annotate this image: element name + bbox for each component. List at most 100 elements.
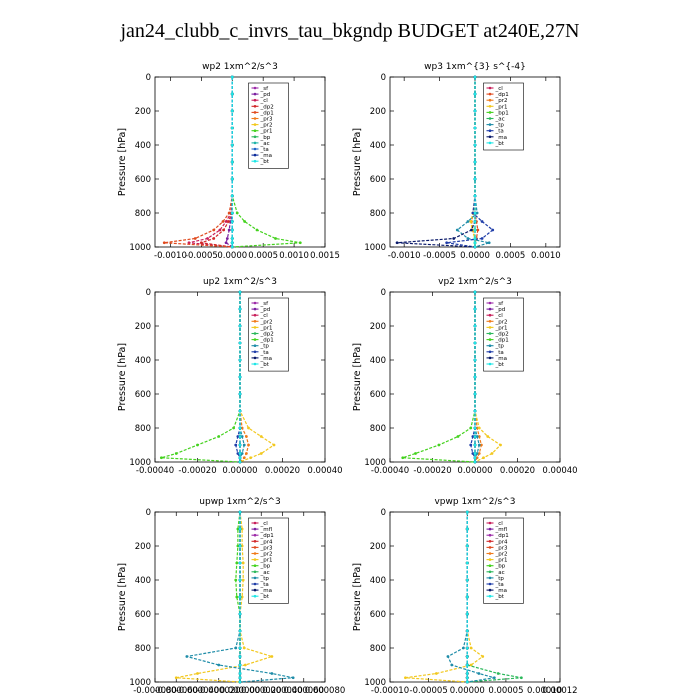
chart-vpwp: vpwp 1xm^2/s^3 0 200 400 600 800 1000-0.00010-… xyxy=(352,497,578,696)
legend-label: _cl xyxy=(260,313,269,319)
legend-marker xyxy=(488,564,492,567)
data-point xyxy=(492,676,496,680)
legend-marker xyxy=(488,141,492,145)
data-point xyxy=(174,676,178,680)
legend-label: _pr2 xyxy=(495,98,508,104)
x-tick-label: 0.000060 xyxy=(283,686,324,696)
y-axis-label: Pressure [hPa] xyxy=(352,128,363,196)
y-tick-label: 600 xyxy=(370,390,386,400)
data-point xyxy=(187,241,191,245)
data-point xyxy=(238,375,242,379)
series-group xyxy=(159,290,276,464)
data-point xyxy=(230,126,234,130)
series-group xyxy=(401,290,502,464)
x-tick-label: -0.0010 xyxy=(388,251,421,261)
legend-label: _pr1 xyxy=(260,325,273,331)
legend-marker xyxy=(253,338,257,341)
legend-label: _ma xyxy=(260,588,272,594)
data-point xyxy=(238,578,242,582)
data-point xyxy=(465,655,469,658)
legend-label: _ta xyxy=(260,350,269,356)
data-point xyxy=(212,237,216,240)
data-point xyxy=(475,456,479,460)
data-point xyxy=(465,612,469,616)
data-point xyxy=(466,237,470,240)
data-point xyxy=(475,435,479,438)
y-axis-label: Pressure [hPa] xyxy=(117,128,128,196)
legend-marker xyxy=(488,344,492,347)
chart-title: wp3 1xm^{3} s^{-4} xyxy=(424,62,526,72)
data-point xyxy=(477,672,481,675)
legend-label: _bp xyxy=(260,135,271,141)
data-point xyxy=(230,143,234,147)
data-point xyxy=(473,409,477,413)
x-tick-label: 0.00005 xyxy=(488,686,523,696)
x-tick-label: -0.000080 xyxy=(133,686,177,696)
legend-marker xyxy=(253,350,257,354)
data-point xyxy=(234,578,238,582)
data-point xyxy=(499,443,502,447)
plot-frame xyxy=(389,511,561,683)
legend-label: _pr2 xyxy=(260,319,273,325)
data-point xyxy=(222,228,226,232)
data-point xyxy=(221,220,225,223)
data-point xyxy=(471,452,475,455)
y-tick-label: 600 xyxy=(370,175,386,185)
data-point xyxy=(465,544,469,548)
legend-marker xyxy=(253,153,257,157)
legend-label: _tp xyxy=(495,344,505,350)
legend-marker xyxy=(253,326,257,329)
legend-label: _pr3 xyxy=(260,545,274,551)
y-tick-label: 400 xyxy=(370,356,386,366)
data-point xyxy=(473,92,477,96)
legend-label: _ma xyxy=(495,135,507,141)
data-point xyxy=(465,578,469,582)
series-line-ma xyxy=(397,77,476,248)
data-point xyxy=(227,211,231,215)
legend-label: _bp1 xyxy=(495,110,509,116)
data-point xyxy=(217,663,221,667)
legend-label: _dp1 xyxy=(495,92,509,98)
legend-marker xyxy=(253,527,257,531)
legend-marker xyxy=(488,111,492,114)
data-point xyxy=(455,228,459,232)
data-point xyxy=(241,578,245,582)
data-point xyxy=(462,646,465,650)
legend-marker xyxy=(253,564,257,567)
data-point xyxy=(465,676,469,680)
legend-marker xyxy=(253,301,257,305)
data-point xyxy=(238,544,242,548)
data-point xyxy=(270,672,274,675)
legend-marker xyxy=(488,338,492,341)
legend-label: _bt xyxy=(495,141,505,147)
y-tick-label: 1000 xyxy=(129,243,151,253)
x-tick-label: -0.0005 xyxy=(185,251,218,261)
data-point xyxy=(475,452,479,455)
legend-marker xyxy=(253,582,257,586)
legend-marker xyxy=(253,141,257,145)
data-point xyxy=(234,646,238,650)
legend-marker xyxy=(253,356,257,360)
series-line-dp1 xyxy=(402,292,476,463)
data-point xyxy=(227,228,231,232)
data-point xyxy=(477,435,481,438)
data-point xyxy=(437,443,441,447)
data-point xyxy=(227,220,230,223)
y-tick-label: 600 xyxy=(370,610,386,620)
legend-label: _ta xyxy=(260,582,269,588)
data-point xyxy=(238,324,242,328)
legend-marker xyxy=(253,105,257,108)
chart-upwp: upwp 1xm^2/s^3 0 200 400 600 800 1000-0.000080… xyxy=(117,497,345,696)
x-tick-label: 0.00012 xyxy=(542,686,577,696)
legend-label: _ac xyxy=(260,141,270,147)
data-point xyxy=(230,109,234,113)
data-point xyxy=(473,237,477,240)
data-point xyxy=(404,676,407,680)
y-tick-label: 400 xyxy=(135,576,151,586)
x-tick-label: -0.000040 xyxy=(176,686,220,696)
data-point xyxy=(241,561,245,565)
data-point xyxy=(238,680,242,684)
legend-marker xyxy=(253,576,257,580)
legend-marker xyxy=(253,111,257,114)
chart-title: up2 1xm^2/s^3 xyxy=(203,277,277,287)
